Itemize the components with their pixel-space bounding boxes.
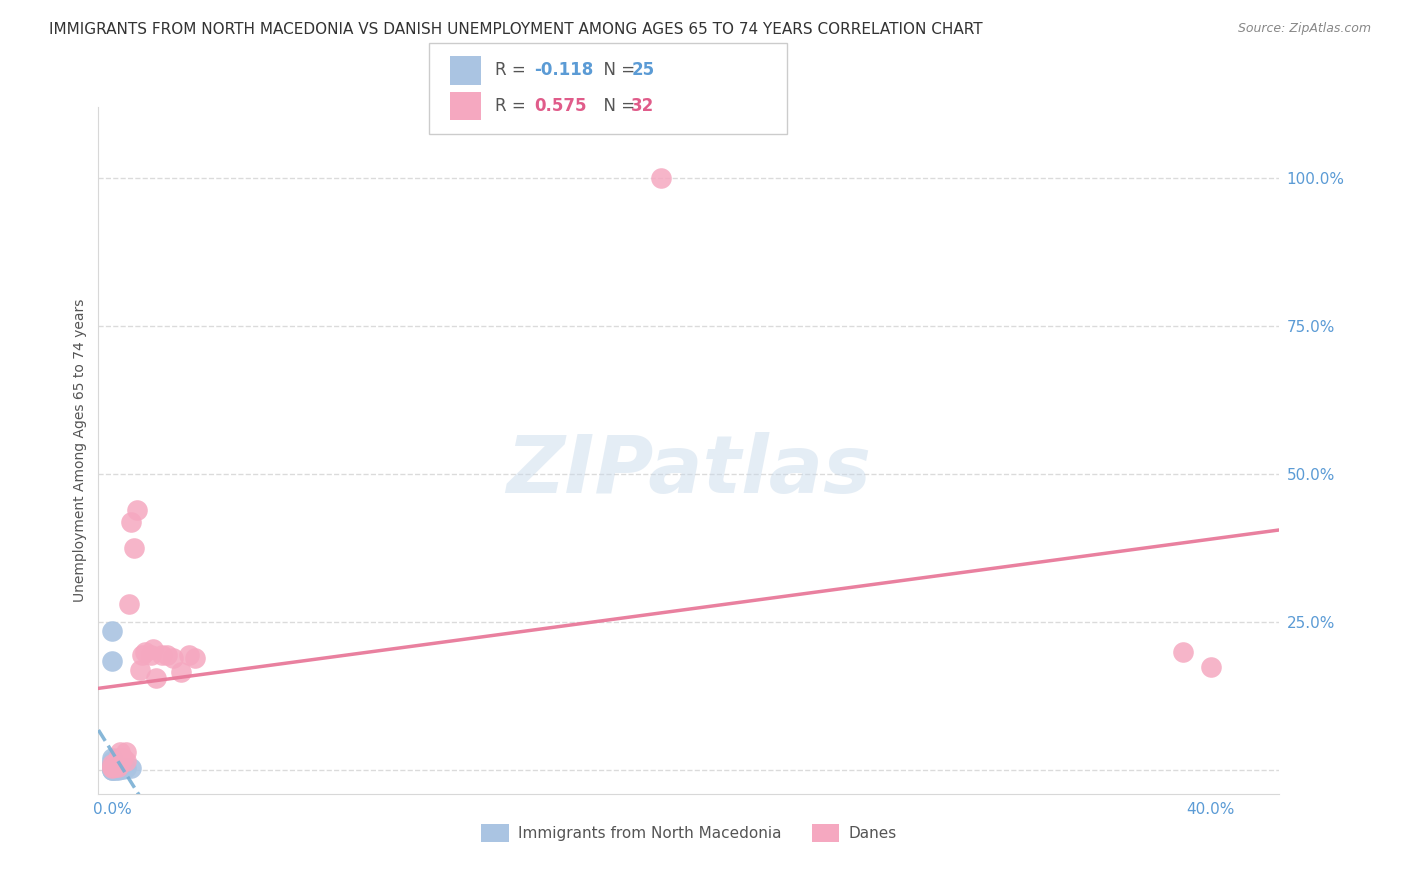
- Point: [110, 761, 132, 775]
- Point: [115, 754, 138, 768]
- Text: R =: R =: [495, 97, 531, 115]
- Point: [110, 757, 132, 772]
- Point: [110, 762, 132, 776]
- Point: [101, 757, 124, 772]
- Point: [104, 757, 127, 772]
- Point: [142, 641, 165, 656]
- Point: [170, 665, 193, 680]
- Point: [128, 663, 150, 677]
- Point: [117, 598, 139, 612]
- Point: [104, 762, 127, 776]
- Text: ZIPatlas: ZIPatlas: [506, 432, 872, 510]
- Legend: Immigrants from North Macedonia, Danes: Immigrants from North Macedonia, Danes: [475, 818, 903, 848]
- Point: [101, 624, 124, 638]
- Point: [1173, 645, 1195, 659]
- Point: [107, 751, 129, 765]
- Text: R =: R =: [495, 62, 531, 79]
- Point: [115, 746, 138, 760]
- Point: [134, 645, 156, 659]
- Point: [101, 757, 124, 772]
- Point: [156, 648, 179, 662]
- Point: [104, 761, 127, 775]
- Point: [101, 758, 124, 772]
- Point: [125, 502, 148, 516]
- Y-axis label: Unemployment Among Ages 65 to 74 years: Unemployment Among Ages 65 to 74 years: [73, 299, 87, 602]
- Point: [101, 751, 124, 765]
- Point: [131, 648, 153, 662]
- Point: [120, 515, 142, 529]
- Point: [145, 672, 167, 686]
- Point: [101, 761, 124, 775]
- Point: [650, 171, 672, 186]
- Point: [101, 754, 124, 768]
- Text: 32: 32: [631, 97, 655, 115]
- Point: [101, 763, 124, 777]
- Text: Source: ZipAtlas.com: Source: ZipAtlas.com: [1237, 22, 1371, 36]
- Point: [101, 760, 124, 774]
- Point: [101, 762, 124, 776]
- Point: [107, 762, 129, 776]
- Point: [1199, 659, 1222, 673]
- Point: [183, 650, 205, 665]
- Point: [112, 762, 135, 776]
- Point: [139, 648, 162, 662]
- Text: 0.575: 0.575: [534, 97, 586, 115]
- Point: [115, 761, 138, 775]
- Point: [101, 654, 124, 668]
- Point: [120, 761, 142, 775]
- Text: -0.118: -0.118: [534, 62, 593, 79]
- Point: [110, 746, 132, 760]
- Point: [107, 760, 129, 774]
- Point: [104, 760, 127, 774]
- Point: [162, 650, 184, 665]
- Point: [107, 761, 129, 775]
- Point: [177, 648, 200, 662]
- Point: [104, 761, 127, 775]
- Point: [101, 761, 124, 775]
- Point: [112, 751, 135, 765]
- Point: [101, 761, 124, 775]
- Point: [150, 648, 173, 662]
- Point: [107, 757, 129, 772]
- Point: [101, 763, 124, 777]
- Point: [104, 760, 127, 774]
- Point: [122, 541, 145, 556]
- Text: IMMIGRANTS FROM NORTH MACEDONIA VS DANISH UNEMPLOYMENT AMONG AGES 65 TO 74 YEARS: IMMIGRANTS FROM NORTH MACEDONIA VS DANIS…: [49, 22, 983, 37]
- Text: 25: 25: [631, 62, 654, 79]
- Point: [104, 763, 127, 777]
- Text: N =: N =: [593, 97, 641, 115]
- Text: N =: N =: [593, 62, 641, 79]
- Point: [101, 759, 124, 773]
- Point: [107, 763, 129, 777]
